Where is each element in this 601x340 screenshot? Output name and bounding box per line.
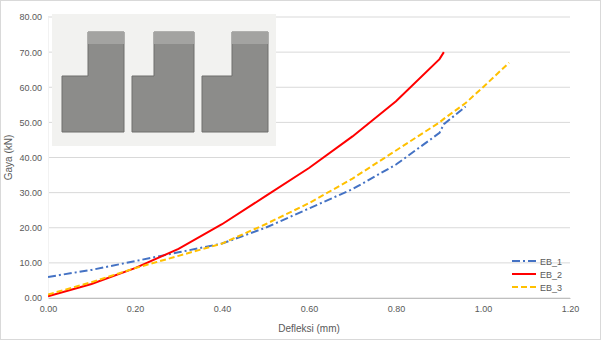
photo-block <box>202 32 268 132</box>
y-tick-label: 10.00 <box>19 258 42 268</box>
photo-background <box>52 14 276 146</box>
legend-item: EB_2 <box>512 270 562 280</box>
y-tick: 0.00 <box>24 293 48 303</box>
legend-swatch <box>512 273 536 275</box>
legend-swatch <box>512 260 536 262</box>
legend-label: EB_2 <box>540 270 562 280</box>
x-tick-label: 1.00 <box>475 304 493 314</box>
y-tick-label: 0.00 <box>24 293 42 303</box>
x-tick: 0.60 <box>301 298 319 314</box>
x-tick: 0.20 <box>127 298 145 314</box>
legend-label: EB_3 <box>540 283 562 293</box>
y-tick-label: 20.00 <box>19 223 42 233</box>
x-tick-label: 1.20 <box>562 304 580 314</box>
x-tick: 0.00 <box>40 298 58 314</box>
photo-block-top <box>88 32 124 44</box>
legend-item: EB_3 <box>512 283 562 293</box>
y-tick: 10.00 <box>19 258 48 268</box>
legend-item: EB_1 <box>512 257 562 267</box>
y-tick: 60.00 <box>19 83 48 93</box>
grid-line <box>48 157 570 158</box>
photo-inset <box>52 14 276 146</box>
x-axis-title: Defleksi (mm) <box>278 323 340 334</box>
grid-line <box>48 262 570 263</box>
x-tick-label: 0.00 <box>40 304 58 314</box>
y-axis: 0.00 10.00 20.00 30.00 40.00 50.00 60.00 70.00 8… <box>19 12 48 303</box>
y-tick-label: 60.00 <box>19 83 42 93</box>
x-tick: 1.00 <box>475 298 493 314</box>
y-axis-line <box>48 18 49 299</box>
grid-line <box>48 227 570 228</box>
x-tick: 0.40 <box>214 298 232 314</box>
y-tick: 40.00 <box>19 153 48 163</box>
x-tick-label: 0.20 <box>127 304 145 314</box>
legend: EB_1 EB_2 EB_3 <box>512 257 562 293</box>
x-tick-label: 0.40 <box>214 304 232 314</box>
y-tick: 80.00 <box>19 12 48 22</box>
photo-block-top <box>232 32 268 44</box>
photo-block <box>62 32 124 132</box>
chart-frame <box>1 1 601 340</box>
y-tick-label: 80.00 <box>19 12 42 22</box>
y-tick-label: 50.00 <box>19 118 42 128</box>
x-axis-line <box>49 298 571 299</box>
legend-swatch <box>512 286 536 288</box>
y-tick: 70.00 <box>19 48 48 58</box>
x-tick-label: 0.60 <box>301 304 319 314</box>
photo-block-top <box>154 32 194 44</box>
y-tick-label: 30.00 <box>19 188 42 198</box>
x-axis: 0.00 0.20 0.40 0.60 0.80 1.00 1.20 <box>40 298 580 314</box>
plot: 0.00 0.20 0.40 0.60 0.80 1.00 1.20 0.00 10.00 20.… <box>19 12 579 314</box>
y-tick: 50.00 <box>19 118 48 128</box>
y-tick-label: 40.00 <box>19 153 42 163</box>
photo-block <box>132 32 194 132</box>
legend-label: EB_1 <box>540 257 562 267</box>
chart: 0.00 0.20 0.40 0.60 0.80 1.00 1.20 0.00 10.00 20.… <box>0 0 601 340</box>
grid-line <box>48 192 570 193</box>
y-tick: 30.00 <box>19 188 48 198</box>
y-axis-title: Gaya (kN) <box>3 135 14 181</box>
x-tick: 0.80 <box>388 298 406 314</box>
x-tick-label: 0.80 <box>388 304 406 314</box>
x-tick: 1.20 <box>562 298 580 314</box>
y-tick-label: 70.00 <box>19 48 42 58</box>
grid-line <box>48 298 570 299</box>
y-tick: 20.00 <box>19 223 48 233</box>
